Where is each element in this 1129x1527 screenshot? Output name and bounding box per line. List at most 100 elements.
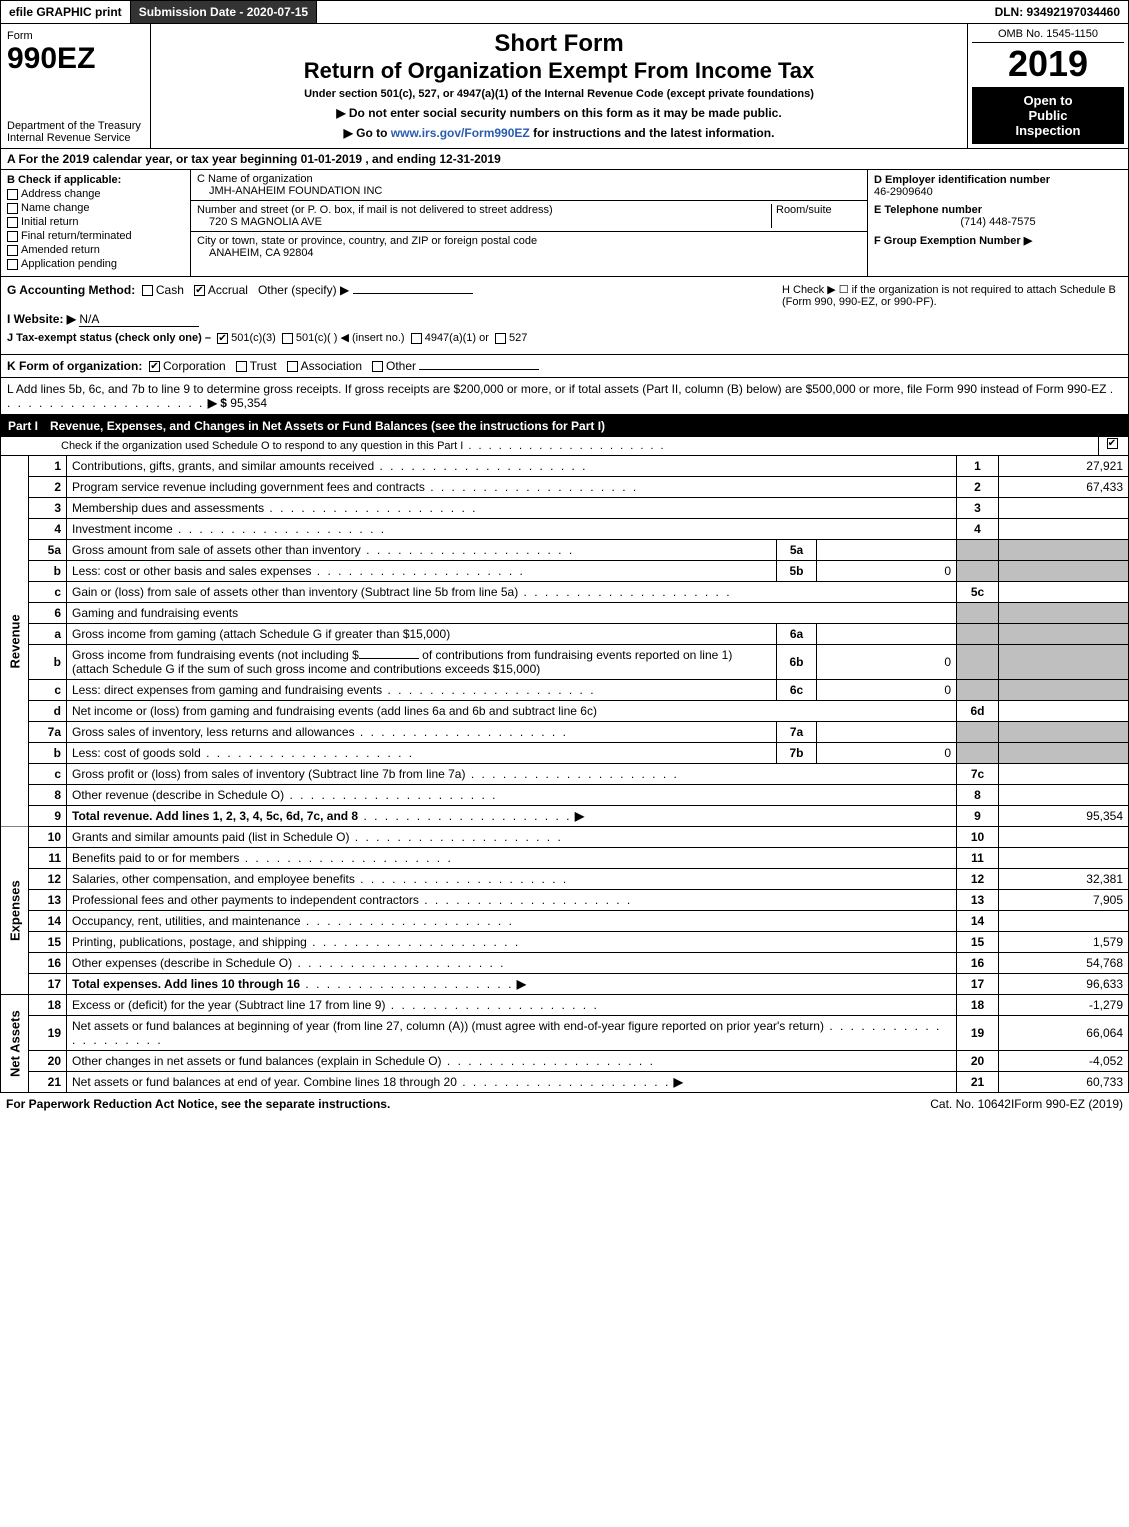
footer-left: For Paperwork Reduction Act Notice, see …	[6, 1097, 930, 1111]
line-19: 19 Net assets or fund balances at beginn…	[1, 1016, 1129, 1051]
val-7b: 0	[817, 743, 957, 764]
tax-year: 2019	[972, 43, 1124, 85]
ein-value: 46-2909640	[874, 186, 1122, 198]
line-6b: b Gross income from fundraising events (…	[1, 645, 1129, 680]
footer-center: Cat. No. 10642I	[930, 1097, 1014, 1111]
chk-amended-return[interactable]	[7, 245, 18, 256]
label-street: Number and street (or P. O. box, if mail…	[197, 204, 771, 216]
val-6d	[999, 701, 1129, 722]
street-address: 720 S MAGNOLIA AVE	[197, 216, 771, 228]
row-k: K Form of organization: Corporation Trus…	[0, 355, 1129, 378]
label-ein: D Employer identification number	[874, 174, 1122, 186]
schedule-o-row: Check if the organization used Schedule …	[0, 437, 1129, 456]
val-13: 7,905	[999, 890, 1129, 911]
line-15: 15 Printing, publications, postage, and …	[1, 932, 1129, 953]
label-i: I Website: ▶	[7, 312, 76, 326]
val-16: 54,768	[999, 953, 1129, 974]
line-20: 20 Other changes in net assets or fund b…	[1, 1051, 1129, 1072]
val-6c: 0	[817, 680, 957, 701]
label-g: G Accounting Method:	[7, 283, 135, 297]
val-19: 66,064	[999, 1016, 1129, 1051]
val-17: 96,633	[999, 974, 1129, 995]
form-header: Form 990EZ Department of the Treasury In…	[0, 24, 1129, 149]
chk-cash[interactable]	[142, 285, 153, 296]
row-a-tax-year: A For the 2019 calendar year, or tax yea…	[0, 149, 1129, 170]
line-4: 4 Investment income 4	[1, 519, 1129, 540]
chk-schedule-o[interactable]	[1107, 438, 1118, 449]
chk-address-change[interactable]	[7, 189, 18, 200]
line-5b: b Less: cost or other basis and sales ex…	[1, 561, 1129, 582]
form-number: 990EZ	[7, 42, 144, 76]
chk-initial-return[interactable]	[7, 217, 18, 228]
chk-trust[interactable]	[236, 361, 247, 372]
line-17: 17 Total expenses. Add lines 10 through …	[1, 974, 1129, 995]
website-value: N/A	[79, 312, 199, 327]
chk-4947a1[interactable]	[411, 333, 422, 344]
chk-501c[interactable]	[282, 333, 293, 344]
room-suite-label: Room/suite	[771, 204, 861, 228]
row-h: H Check ▶ ☐ if the organization is not r…	[782, 283, 1122, 308]
irs-link[interactable]: www.irs.gov/Form990EZ	[391, 126, 530, 140]
chk-corporation[interactable]	[149, 361, 160, 372]
subtitle: Under section 501(c), 527, or 4947(a)(1)…	[157, 88, 961, 100]
box-c: C Name of organization JMH-ANAHEIM FOUND…	[191, 170, 868, 276]
page-footer: For Paperwork Reduction Act Notice, see …	[0, 1093, 1129, 1115]
line-14: 14 Occupancy, rent, utilities, and maint…	[1, 911, 1129, 932]
line-6: 6 Gaming and fundraising events	[1, 603, 1129, 624]
city-state-zip: ANAHEIM, CA 92804	[197, 247, 861, 259]
title-main: Return of Organization Exempt From Incom…	[157, 58, 961, 84]
side-expenses: Expenses	[1, 827, 29, 995]
gross-receipts-value: 95,354	[230, 396, 267, 410]
line-6c: c Less: direct expenses from gaming and …	[1, 680, 1129, 701]
val-20: -4,052	[999, 1051, 1129, 1072]
line-6a: a Gross income from gaming (attach Sched…	[1, 624, 1129, 645]
chk-application-pending[interactable]	[7, 259, 18, 270]
dln-label: DLN: 93492197034460	[987, 1, 1128, 23]
val-8	[999, 785, 1129, 806]
line-1: Revenue 1 Contributions, gifts, grants, …	[1, 456, 1129, 477]
part1-lines-table: Revenue 1 Contributions, gifts, grants, …	[0, 456, 1129, 1093]
instruction-link: ▶ Go to www.irs.gov/Form990EZ for instru…	[157, 126, 961, 140]
line-2: 2 Program service revenue including gove…	[1, 477, 1129, 498]
side-net-assets: Net Assets	[1, 995, 29, 1093]
section-bcdef: B Check if applicable: Address change Na…	[0, 170, 1129, 277]
line-21: 21 Net assets or fund balances at end of…	[1, 1072, 1129, 1093]
omb-number: OMB No. 1545-1150	[972, 28, 1124, 43]
submission-date: Submission Date - 2020-07-15	[131, 1, 317, 23]
val-15: 1,579	[999, 932, 1129, 953]
chk-association[interactable]	[287, 361, 298, 372]
val-7c	[999, 764, 1129, 785]
line-3: 3 Membership dues and assessments 3	[1, 498, 1129, 519]
line-10: Expenses 10 Grants and similar amounts p…	[1, 827, 1129, 848]
line-9: 9 Total revenue. Add lines 1, 2, 3, 4, 5…	[1, 806, 1129, 827]
val-2: 67,433	[999, 477, 1129, 498]
part1-header: Part I Revenue, Expenses, and Changes in…	[0, 415, 1129, 437]
val-10	[999, 827, 1129, 848]
label-city: City or town, state or province, country…	[197, 235, 861, 247]
val-1: 27,921	[999, 456, 1129, 477]
instruction-ssn: ▶ Do not enter social security numbers o…	[157, 106, 961, 120]
line-8: 8 Other revenue (describe in Schedule O)…	[1, 785, 1129, 806]
val-21: 60,733	[999, 1072, 1129, 1093]
footer-right: Form 990-EZ (2019)	[1014, 1097, 1123, 1111]
box-b: B Check if applicable: Address change Na…	[1, 170, 191, 276]
other-org-input[interactable]	[419, 369, 539, 370]
val-5b: 0	[817, 561, 957, 582]
other-method-input[interactable]	[353, 293, 473, 294]
label-group-exemption: F Group Exemption Number ▶	[874, 235, 1032, 247]
chk-name-change[interactable]	[7, 203, 18, 214]
val-18: -1,279	[999, 995, 1129, 1016]
line-7b: b Less: cost of goods sold 7b 0	[1, 743, 1129, 764]
line-13: 13 Professional fees and other payments …	[1, 890, 1129, 911]
val-6a	[817, 624, 957, 645]
line-5a: 5a Gross amount from sale of assets othe…	[1, 540, 1129, 561]
org-name: JMH-ANAHEIM FOUNDATION INC	[197, 185, 861, 197]
chk-527[interactable]	[495, 333, 506, 344]
val-5c	[999, 582, 1129, 603]
line-5c: c Gain or (loss) from sale of assets oth…	[1, 582, 1129, 603]
val-7a	[817, 722, 957, 743]
chk-accrual[interactable]	[194, 285, 205, 296]
chk-other-org[interactable]	[372, 361, 383, 372]
chk-final-return[interactable]	[7, 231, 18, 242]
chk-501c3[interactable]	[217, 333, 228, 344]
